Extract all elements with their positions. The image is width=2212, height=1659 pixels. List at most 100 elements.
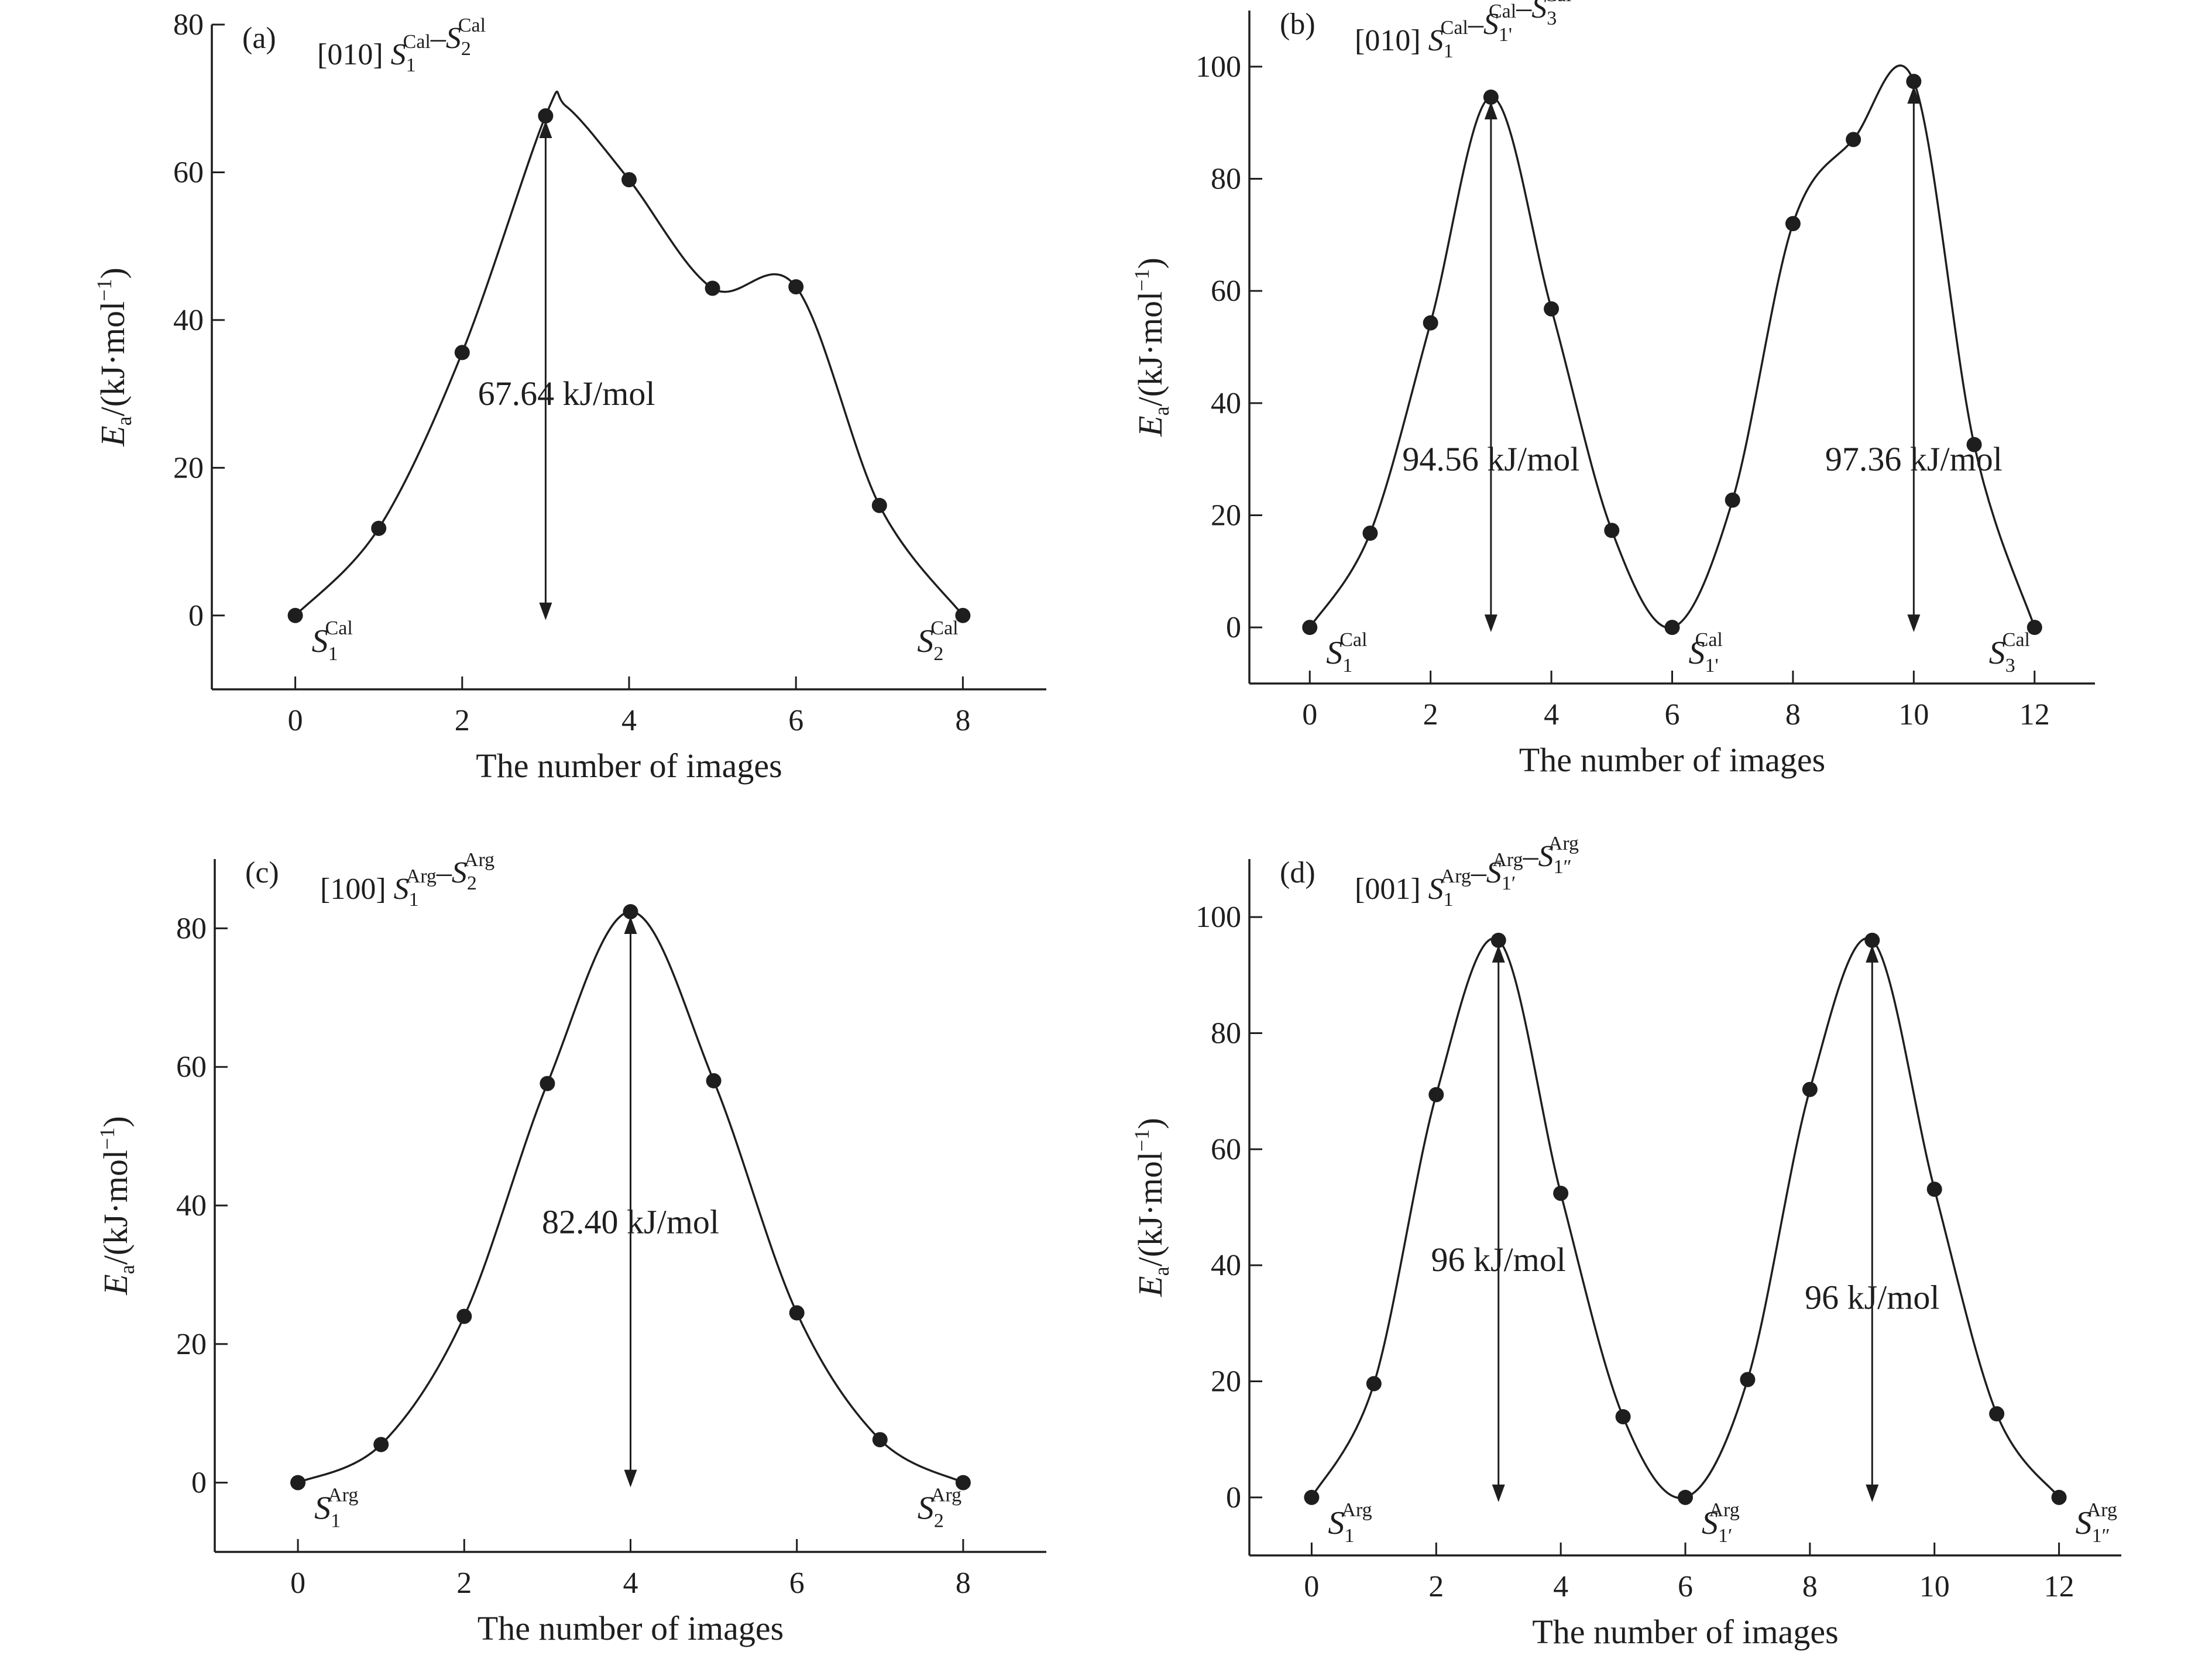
- barrier-label-c-0: 82.40 kJ/mol: [542, 1203, 719, 1241]
- state-label-d-1: S1′Arg: [1702, 1499, 1740, 1547]
- data-point-d-4: [1553, 1186, 1569, 1201]
- x-tick-label-b: 0: [1302, 698, 1317, 731]
- state-label-a-0: S1Cal: [312, 617, 353, 665]
- data-point-b-1: [1362, 525, 1378, 541]
- y-tick-label-c: 40: [176, 1189, 207, 1222]
- barrier-arrowhead-top-c-0: [624, 916, 637, 934]
- x-tick-label-a: 6: [788, 704, 803, 737]
- y-tick-label-a: 60: [173, 156, 204, 189]
- state-label-d-0: S1Arg: [1328, 1499, 1372, 1547]
- state-label-d-2: S1″Arg: [2076, 1499, 2117, 1547]
- data-point-b-12: [2026, 620, 2042, 636]
- x-tick-label-c: 2: [456, 1567, 472, 1600]
- y-tick-label-b: 60: [1211, 274, 1241, 308]
- panel-title-d: [001] S1Arg–S1′Arg–S1″Arg: [1355, 833, 1579, 911]
- x-axis-title-d: The number of images: [1532, 1613, 1838, 1651]
- data-point-a-2: [454, 345, 470, 360]
- data-point-c-3: [540, 1076, 555, 1091]
- x-tick-label-c: 6: [789, 1567, 805, 1600]
- y-tick-label-a: 20: [173, 451, 204, 485]
- barrier-arrowhead-top-b-0: [1484, 101, 1497, 119]
- data-point-c-0: [290, 1475, 306, 1490]
- data-point-a-1: [371, 520, 387, 536]
- data-point-c-4: [623, 904, 638, 919]
- x-tick-label-c: 4: [623, 1567, 638, 1600]
- data-point-d-0: [1304, 1489, 1320, 1505]
- data-point-d-5: [1615, 1409, 1631, 1424]
- data-point-d-3: [1490, 932, 1506, 948]
- state-label-b-0: S1Cal: [1326, 629, 1367, 676]
- x-axis-title-a: The number of images: [476, 747, 782, 785]
- panel-label-b: (b): [1280, 8, 1315, 41]
- x-tick-label-d: 0: [1304, 1570, 1319, 1603]
- data-point-b-4: [1544, 301, 1560, 317]
- data-point-d-10: [1926, 1181, 1942, 1197]
- data-point-b-2: [1423, 315, 1438, 331]
- y-tick-label-c: 60: [176, 1050, 207, 1084]
- x-tick-label-b: 6: [1665, 698, 1680, 731]
- data-point-c-1: [373, 1437, 389, 1452]
- state-label-b-2: S3Cal: [1989, 629, 2030, 676]
- data-point-c-5: [706, 1073, 722, 1088]
- data-point-c-2: [456, 1308, 472, 1324]
- x-axis-title-c: The number of images: [478, 1609, 784, 1647]
- barrier-arrowhead-top-d-0: [1492, 944, 1505, 963]
- panel-label-c: (c): [245, 856, 279, 889]
- state-label-b-1: S1'Cal: [1689, 629, 1723, 676]
- y-axis-title-d: Ea/(kJ·mol−1): [1130, 1118, 1173, 1297]
- x-tick-label-d: 8: [1802, 1570, 1818, 1603]
- barrier-arrowhead-bottom-d-1: [1866, 1484, 1879, 1502]
- data-point-d-2: [1428, 1087, 1444, 1102]
- panel-title-b: [010] S1Cal–S1'Cal–S3Cal: [1355, 0, 1571, 62]
- y-tick-label-d: 80: [1211, 1017, 1241, 1050]
- barrier-label-d-1: 96 kJ/mol: [1805, 1279, 1939, 1317]
- x-axis-title-b: The number of images: [1519, 741, 1825, 779]
- barrier-arrowhead-bottom-b-1: [1907, 614, 1921, 633]
- state-label-c-1: S2Arg: [918, 1485, 961, 1532]
- barrier-arrowhead-top-d-1: [1866, 944, 1879, 963]
- x-tick-label-a: 0: [288, 704, 303, 737]
- y-tick-label-b: 80: [1211, 163, 1241, 196]
- data-point-b-11: [1966, 437, 1982, 452]
- data-point-b-5: [1604, 523, 1620, 538]
- y-axis-title-c: Ea/(kJ·mol−1): [95, 1116, 139, 1296]
- y-tick-label-b: 20: [1211, 499, 1241, 533]
- barrier-arrowhead-bottom-b-0: [1484, 614, 1497, 633]
- data-point-d-9: [1864, 932, 1880, 948]
- data-point-b-8: [1785, 216, 1801, 232]
- barrier-arrowhead-top-b-1: [1907, 86, 1921, 104]
- x-tick-label-a: 2: [455, 704, 470, 737]
- panel-title-c: [100] S1Arg–S2Arg: [320, 849, 494, 911]
- panel-label-d: (d): [1280, 856, 1315, 889]
- x-tick-label-c: 8: [956, 1567, 971, 1600]
- barrier-label-a-0: 67.64 kJ/mol: [478, 375, 655, 413]
- data-point-d-7: [1740, 1372, 1756, 1387]
- state-label-a-1: S2Cal: [917, 617, 958, 665]
- data-point-a-5: [705, 280, 720, 296]
- x-tick-label-a: 8: [955, 704, 970, 737]
- data-point-d-11: [1989, 1406, 2005, 1422]
- y-tick-label-d: 40: [1211, 1249, 1241, 1282]
- barrier-label-b-0: 94.56 kJ/mol: [1402, 440, 1579, 478]
- y-tick-label-d: 60: [1211, 1133, 1241, 1166]
- y-tick-label-a: 0: [188, 599, 204, 633]
- x-tick-label-b: 4: [1544, 698, 1559, 731]
- data-point-a-3: [538, 108, 554, 124]
- y-tick-label-d: 20: [1211, 1365, 1241, 1399]
- x-tick-label-d: 4: [1553, 1570, 1568, 1603]
- panel-title-a: [010] S1Cal–S2Cal: [317, 15, 486, 76]
- y-tick-label-a: 80: [173, 8, 204, 42]
- data-point-b-7: [1725, 492, 1740, 508]
- y-tick-label-d: 100: [1196, 901, 1241, 934]
- data-point-a-6: [788, 279, 804, 295]
- data-point-d-8: [1802, 1081, 1818, 1097]
- data-point-b-3: [1483, 89, 1499, 105]
- y-axis-title-a: Ea/(kJ·mol−1): [92, 267, 136, 447]
- chart-panel-a: 0 20 40 60 80 0 2 4 6 8 The number of images Ea/(kJ…: [92, 8, 1046, 785]
- x-tick-label-c: 0: [290, 1567, 305, 1600]
- panel-label-a: (a): [242, 22, 276, 55]
- x-tick-label-d: 12: [2044, 1570, 2074, 1603]
- chart-panel-c: 0 20 40 60 80 0 2 4 6 8 The number of images Ea/(kJ…: [95, 849, 1046, 1647]
